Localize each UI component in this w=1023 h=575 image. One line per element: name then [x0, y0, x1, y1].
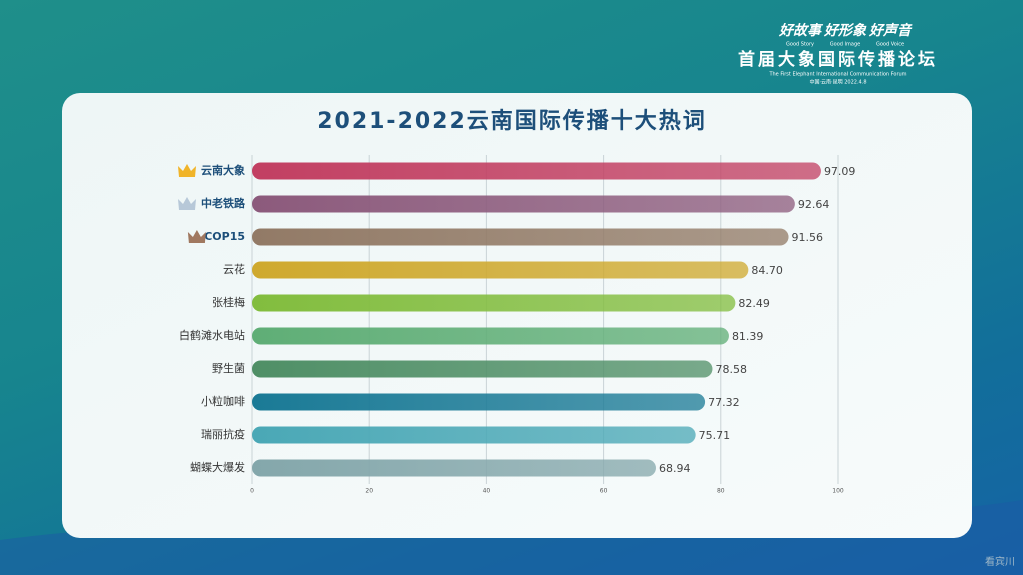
crown-icon — [187, 230, 206, 243]
value-label: 81.39 — [732, 330, 764, 343]
value-label: 78.58 — [715, 363, 747, 376]
x-tick-label: 100 — [832, 488, 844, 495]
slogan: 好形象 — [823, 22, 867, 39]
value-label: 91.56 — [792, 231, 824, 244]
x-tick-label: 0 — [250, 488, 254, 495]
x-tick-label: 20 — [365, 488, 373, 495]
bar — [252, 360, 713, 378]
value-label: 92.64 — [798, 198, 830, 211]
y-tick-label: 小粒咖啡 — [201, 394, 245, 408]
value-label: 68.94 — [659, 462, 691, 475]
x-tick-label: 80 — [717, 488, 725, 495]
crown-icon — [178, 197, 196, 210]
slogan-sub: Good Voice — [876, 42, 904, 48]
watermark: 看宾川 — [985, 555, 1015, 568]
y-tick-label: COP15 — [204, 230, 245, 243]
y-tick-label: 张桂梅 — [212, 295, 245, 309]
slogan-sub: Good Image — [830, 42, 860, 48]
plot: 0 20 40 60 80 100 云南大象 97.09 中老铁路 92.64 COP15 91.56… — [178, 155, 855, 495]
forum-title: 首届大象国际传播论坛 — [738, 49, 938, 70]
x-tick-label: 60 — [600, 488, 608, 495]
y-tick-label: 瑞丽抗疫 — [201, 427, 245, 441]
slogan: 好故事 — [778, 22, 824, 39]
y-tick-label: 蝴蝶大爆发 — [190, 460, 245, 474]
bar — [252, 162, 821, 180]
value-label: 77.32 — [708, 396, 740, 409]
header: 好故事 好形象 好声音 Good Story Good Image Good V… — [738, 22, 938, 86]
bar — [252, 426, 696, 444]
bar — [252, 261, 749, 279]
y-tick-label: 云花 — [223, 263, 245, 276]
forum-en: The First Elephant International Communi… — [768, 72, 906, 78]
value-label: 84.70 — [751, 264, 783, 277]
y-tick-label: 中老铁路 — [201, 196, 246, 210]
y-tick-label: 白鹤滩水电站 — [179, 328, 245, 342]
slogan-sub: Good Story — [786, 42, 814, 48]
bar — [252, 327, 729, 345]
bar — [252, 195, 795, 213]
slogan: 好声音 — [868, 22, 913, 39]
bar — [252, 228, 789, 246]
chart-title: 2021-2022云南国际传播十大热词 — [317, 108, 707, 134]
value-label: 97.09 — [824, 165, 856, 178]
place-date: 中国·云南·昆明 2022.4.8 — [809, 79, 866, 86]
y-tick-label: 云南大象 — [201, 163, 245, 177]
value-label: 75.71 — [699, 429, 731, 442]
y-tick-label: 野生菌 — [212, 361, 245, 375]
x-tick-label: 40 — [483, 488, 491, 495]
crown-icon — [178, 164, 196, 177]
bar — [252, 294, 736, 312]
value-label: 82.49 — [738, 297, 770, 310]
bar — [252, 393, 706, 411]
bar — [252, 459, 656, 477]
